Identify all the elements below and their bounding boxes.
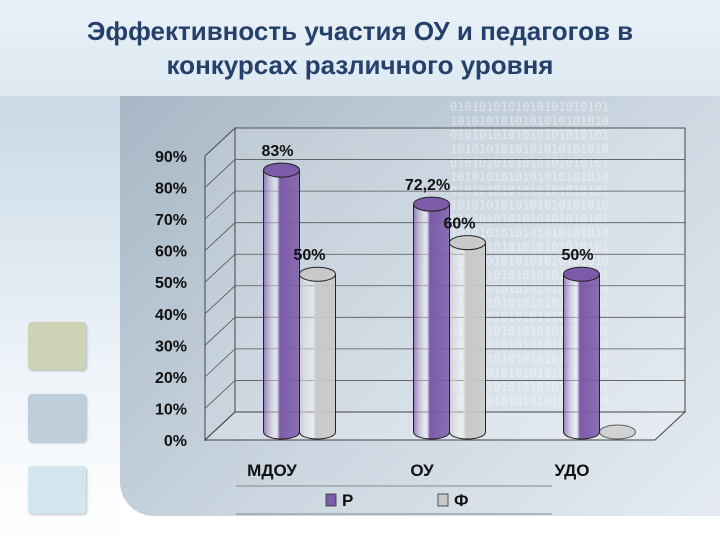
bar-top bbox=[449, 235, 486, 251]
y-tick-label: 90% bbox=[155, 149, 187, 166]
title-band bbox=[0, 0, 720, 96]
decor-square-2 bbox=[28, 394, 86, 442]
gridline bbox=[204, 348, 685, 378]
bar-Ф-МДОУ: 50% bbox=[293, 247, 336, 440]
decor-square-1 bbox=[28, 322, 86, 370]
bar-body bbox=[449, 242, 486, 440]
bar-Ф-УДО bbox=[599, 424, 636, 440]
y-tick-label: 70% bbox=[155, 212, 187, 229]
bar-body bbox=[413, 203, 450, 440]
bar-Р-МДОУ: 83% bbox=[261, 143, 300, 440]
bar-Ф-ОУ: 60% bbox=[443, 216, 486, 440]
chart-plot: 0% 10% 20% 30% 40% 50% 60% 70% 80% 90% 83% 50% МДОУ 7… bbox=[155, 126, 687, 515]
gridline bbox=[204, 127, 685, 157]
gridline bbox=[204, 316, 685, 346]
side-wall bbox=[204, 126, 236, 442]
title-line-2: конкурсах различного уровня bbox=[166, 50, 554, 80]
bar-top bbox=[599, 424, 636, 440]
y-tick-label: 30% bbox=[155, 338, 187, 355]
bar-top bbox=[299, 266, 336, 282]
legend-swatch bbox=[437, 493, 449, 507]
y-tick-label: 40% bbox=[155, 307, 187, 324]
y-tick-label: 0% bbox=[164, 433, 187, 450]
y-tick-label: 20% bbox=[155, 370, 187, 387]
data-label: 72,2% bbox=[405, 177, 450, 194]
bar-top bbox=[413, 196, 450, 212]
page-title: Эффективность участия ОУ и педагогов в к… bbox=[20, 14, 700, 82]
bar-Р-УДО: 50% bbox=[561, 247, 600, 440]
gridline bbox=[204, 380, 685, 409]
y-tick-label: 60% bbox=[155, 244, 187, 261]
data-label: 50% bbox=[293, 247, 325, 264]
bar-top bbox=[263, 162, 300, 178]
y-tick-label: 10% bbox=[155, 401, 187, 418]
gridline bbox=[204, 253, 685, 283]
y-tick-label: 50% bbox=[155, 275, 187, 292]
left-panel bbox=[0, 96, 120, 540]
y-tick-label: 80% bbox=[155, 181, 187, 198]
category-label: МДОУ bbox=[247, 461, 297, 480]
gridline bbox=[204, 159, 685, 188]
title-line-1: Эффективность участия ОУ и педагогов в bbox=[86, 16, 634, 46]
decor-square-3 bbox=[28, 466, 86, 514]
legend-swatch bbox=[325, 493, 337, 507]
bar-body bbox=[263, 169, 300, 440]
bar-body bbox=[299, 273, 336, 440]
bar-Р-ОУ: 72,2% bbox=[405, 177, 450, 440]
category-label: УДО bbox=[554, 461, 589, 480]
data-label: 83% bbox=[261, 143, 293, 160]
data-label: 50% bbox=[561, 247, 593, 264]
bar-top bbox=[563, 266, 600, 282]
gridline bbox=[204, 285, 685, 315]
data-label: 60% bbox=[443, 216, 475, 233]
legend-label: Р bbox=[342, 491, 353, 510]
legend-label: Ф bbox=[454, 491, 469, 510]
gridline bbox=[204, 190, 685, 220]
gridline bbox=[204, 222, 685, 251]
bar-body bbox=[563, 273, 600, 440]
category-label: ОУ bbox=[410, 461, 434, 480]
